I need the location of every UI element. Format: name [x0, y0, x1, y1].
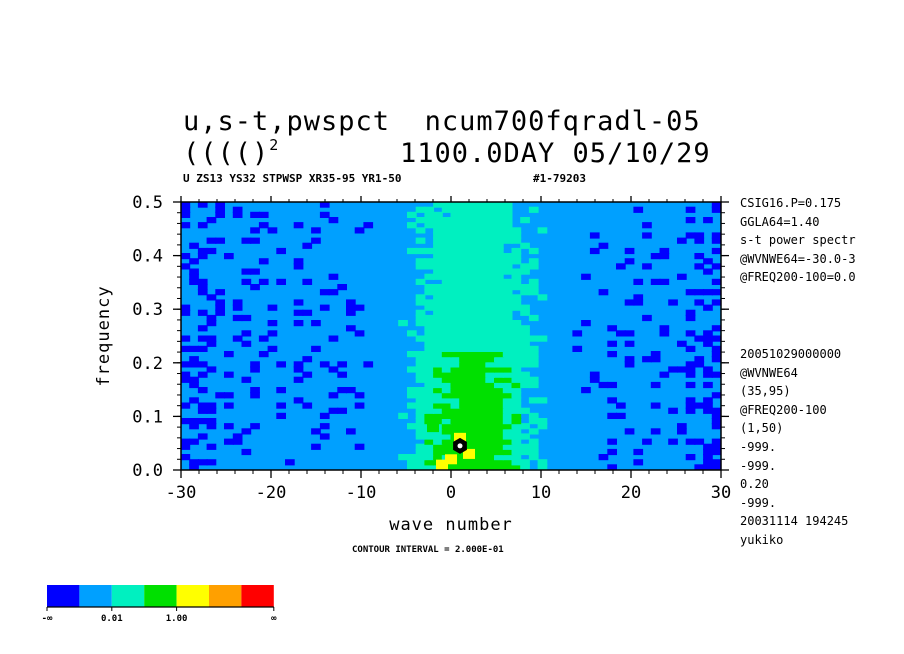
axis-ticks: -30 -20 -10 0 10 20 30 0.0 0.1 0.2 0.3 0.4 0.5 — [132, 193, 731, 503]
colorbar-swatch — [176, 585, 209, 607]
info-top-line: @FREQ200-100=0.0 — [740, 270, 856, 285]
y-tick-label: 0.4 — [132, 247, 163, 267]
colorbar-swatch — [241, 585, 274, 607]
x-tick-label: -10 — [346, 483, 377, 503]
chart-subtitle-id: #1-79203 — [533, 172, 586, 185]
x-tick-label: 30 — [711, 483, 731, 503]
colorbar-swatch — [47, 585, 80, 607]
colorbar: -∞ 0.01 1.00 ∞ — [42, 585, 277, 624]
info-bottom-line: @FREQ200-100 — [740, 402, 827, 417]
chart-title-line2-left: (((()2 — [183, 136, 280, 169]
x-axis-label: wave number — [389, 515, 513, 535]
y-tick-label: 0.3 — [132, 300, 163, 320]
colorbar-label: 0.01 — [101, 614, 123, 624]
y-axis-label: frequency — [94, 285, 114, 386]
colorbar-swatch — [144, 585, 177, 607]
colorbar-label: ∞ — [271, 614, 277, 624]
info-bottom-line: -999. — [740, 458, 777, 473]
info-bottom-line: -999. — [740, 495, 777, 510]
peak-marker — [453, 437, 467, 454]
colorbar-swatch — [209, 585, 242, 607]
info-top-line: CSIG16.P=0.175 — [740, 196, 842, 210]
info-bottom-line: 0.20 — [740, 477, 769, 492]
info-bottom-line: @WVNWE64 — [740, 365, 798, 380]
chart-title-line1: u,s-t,pwspct ncum700fqradl-05 — [183, 106, 701, 137]
colorbar-swatch — [111, 585, 145, 607]
chart-subtitle: U ZS13 YS32 STPWSP XR35-95 YR1-50 — [183, 172, 402, 185]
x-tick-label: 20 — [621, 483, 641, 503]
y-tick-label: 0.0 — [132, 461, 163, 481]
y-tick-label: 0.1 — [132, 407, 163, 427]
y-tick-label: 0.2 — [132, 354, 163, 374]
info-bottom-line: -999. — [740, 439, 777, 454]
contour-interval-label: CONTOUR INTERVAL = 2.000E-01 — [352, 545, 504, 555]
x-tick-label: -20 — [256, 483, 287, 503]
y-tick-label: 0.5 — [132, 193, 163, 213]
info-panel-top: CSIG16.P=0.175 GGLA64=1.40 s-t power spect… — [740, 194, 856, 287]
x-tick-label: -30 — [166, 483, 197, 503]
info-top-line: @WVNWE64=-30.0-3 — [740, 251, 856, 266]
x-tick-label: 10 — [531, 483, 551, 503]
info-bottom-line: 20051029000000 — [740, 347, 842, 361]
info-bottom-line: (35,95) — [740, 384, 791, 399]
info-bottom-line: (1,50) — [740, 421, 784, 436]
x-tick-label: 0 — [446, 483, 456, 503]
colorbar-label: -∞ — [42, 614, 53, 624]
info-bottom-line: 20031114 194245 — [740, 514, 849, 529]
colorbar-label: 1.00 — [166, 614, 188, 624]
info-bottom-line: yukiko — [740, 532, 784, 547]
info-top-line: GGLA64=1.40 — [740, 214, 820, 229]
colorbar-swatch — [79, 585, 112, 607]
info-top-line: s-t power spectr — [740, 233, 856, 248]
spectrum-field — [181, 202, 721, 470]
peak-center — [457, 443, 463, 449]
info-panel-bottom: 20051029000000 @WVNWE64 (35,95) @FREQ200-10… — [740, 345, 848, 550]
chart-title-line2-right: 1100.0DAY 05/10/29 — [400, 138, 711, 169]
